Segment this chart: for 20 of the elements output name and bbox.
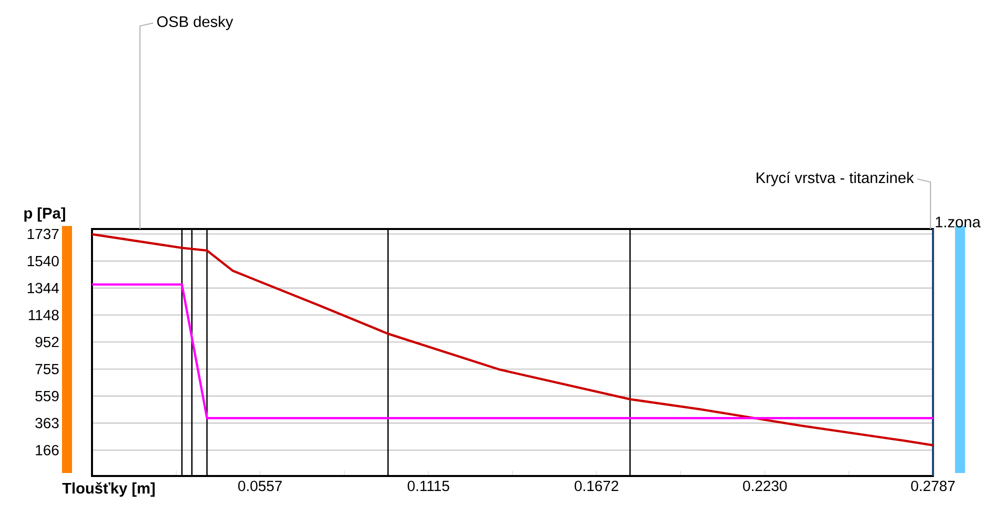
x-tick-label: 0.1115 <box>408 480 450 492</box>
y-tick-label: 559 <box>35 390 59 402</box>
line-series <box>90 233 934 446</box>
y-tick-label: 755 <box>36 364 59 374</box>
x-tick-label: 0.2230 <box>743 480 787 492</box>
y-tick-label: 1540 <box>28 256 59 266</box>
x-axis-title: Tloušťky [m] <box>62 482 155 497</box>
text: 1.zona <box>936 216 981 228</box>
x-tick-label: 0.2787 <box>911 480 955 492</box>
text: OSB desky <box>157 16 234 30</box>
y-tick-label: 1148 <box>28 310 59 320</box>
y-tick-label: 1737 <box>28 228 59 240</box>
y-tick-label: 363 <box>35 418 59 428</box>
y-tick-label: 166 <box>36 444 59 456</box>
y-tick-label: 952 <box>36 336 59 348</box>
text: Krycí vrstva - titanzinek <box>756 172 914 186</box>
y-tick-label: 1344 <box>28 282 59 294</box>
x-tick-label: 0.1672 <box>574 480 618 492</box>
y-axis-title: p [Pa] <box>24 207 66 222</box>
x-tick-label: 0.0557 <box>238 480 282 492</box>
